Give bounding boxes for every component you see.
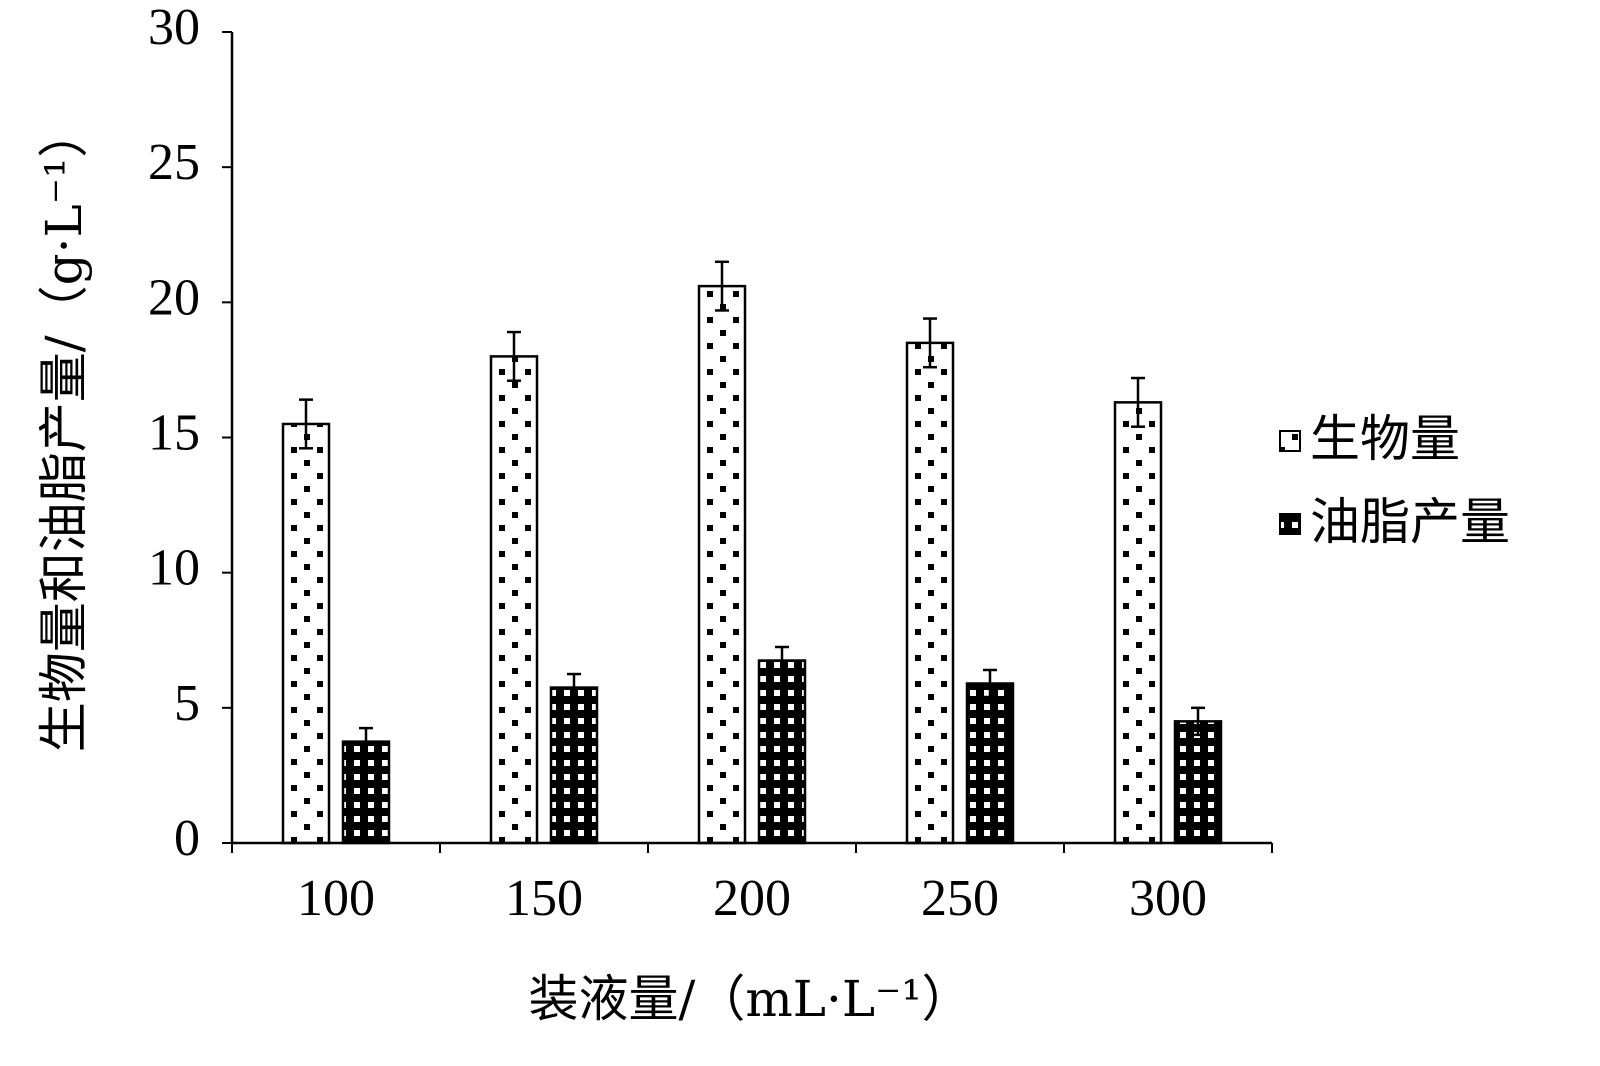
bar-oil xyxy=(549,686,599,845)
x-axis-label: 装液量/（mL·L⁻¹） xyxy=(529,970,972,1028)
bar-biomass xyxy=(905,341,955,845)
legend-swatch-oil xyxy=(1279,513,1301,535)
bar-oil xyxy=(757,659,807,845)
y-tick-label: 5 xyxy=(174,675,200,732)
x-tick-label: 200 xyxy=(713,870,791,927)
bar-biomass xyxy=(281,422,331,845)
bar-oil xyxy=(965,682,1015,845)
legend-label-oil: 油脂产量 xyxy=(1310,493,1510,551)
y-tick-label: 0 xyxy=(174,810,200,867)
x-tick-label: 100 xyxy=(297,870,375,927)
plot-area: 0 5 10 15 20 25 30 100 150 200 250 300 xyxy=(148,0,1273,927)
y-tick-label: 25 xyxy=(148,134,200,191)
bar-oil xyxy=(341,740,391,845)
legend: 生物量 油脂产量 xyxy=(1279,410,1510,551)
legend-swatch-biomass xyxy=(1279,430,1301,452)
bar-biomass xyxy=(1113,401,1163,845)
x-tick-label: 300 xyxy=(1129,870,1207,927)
legend-label-biomass: 生物量 xyxy=(1310,410,1460,468)
bar-oil xyxy=(1173,720,1223,845)
x-tick-label: 250 xyxy=(921,870,999,927)
y-tick-label: 15 xyxy=(148,404,200,461)
x-tick-label: 150 xyxy=(505,870,583,927)
y-tick-label: 30 xyxy=(148,0,200,56)
y-axis-label: 生物量和油脂产量/（g·L⁻¹） xyxy=(35,108,93,752)
y-tick-label: 10 xyxy=(148,540,200,597)
bar-biomass xyxy=(489,355,539,845)
bar-biomass xyxy=(697,284,747,845)
y-tick-label: 20 xyxy=(148,269,200,326)
